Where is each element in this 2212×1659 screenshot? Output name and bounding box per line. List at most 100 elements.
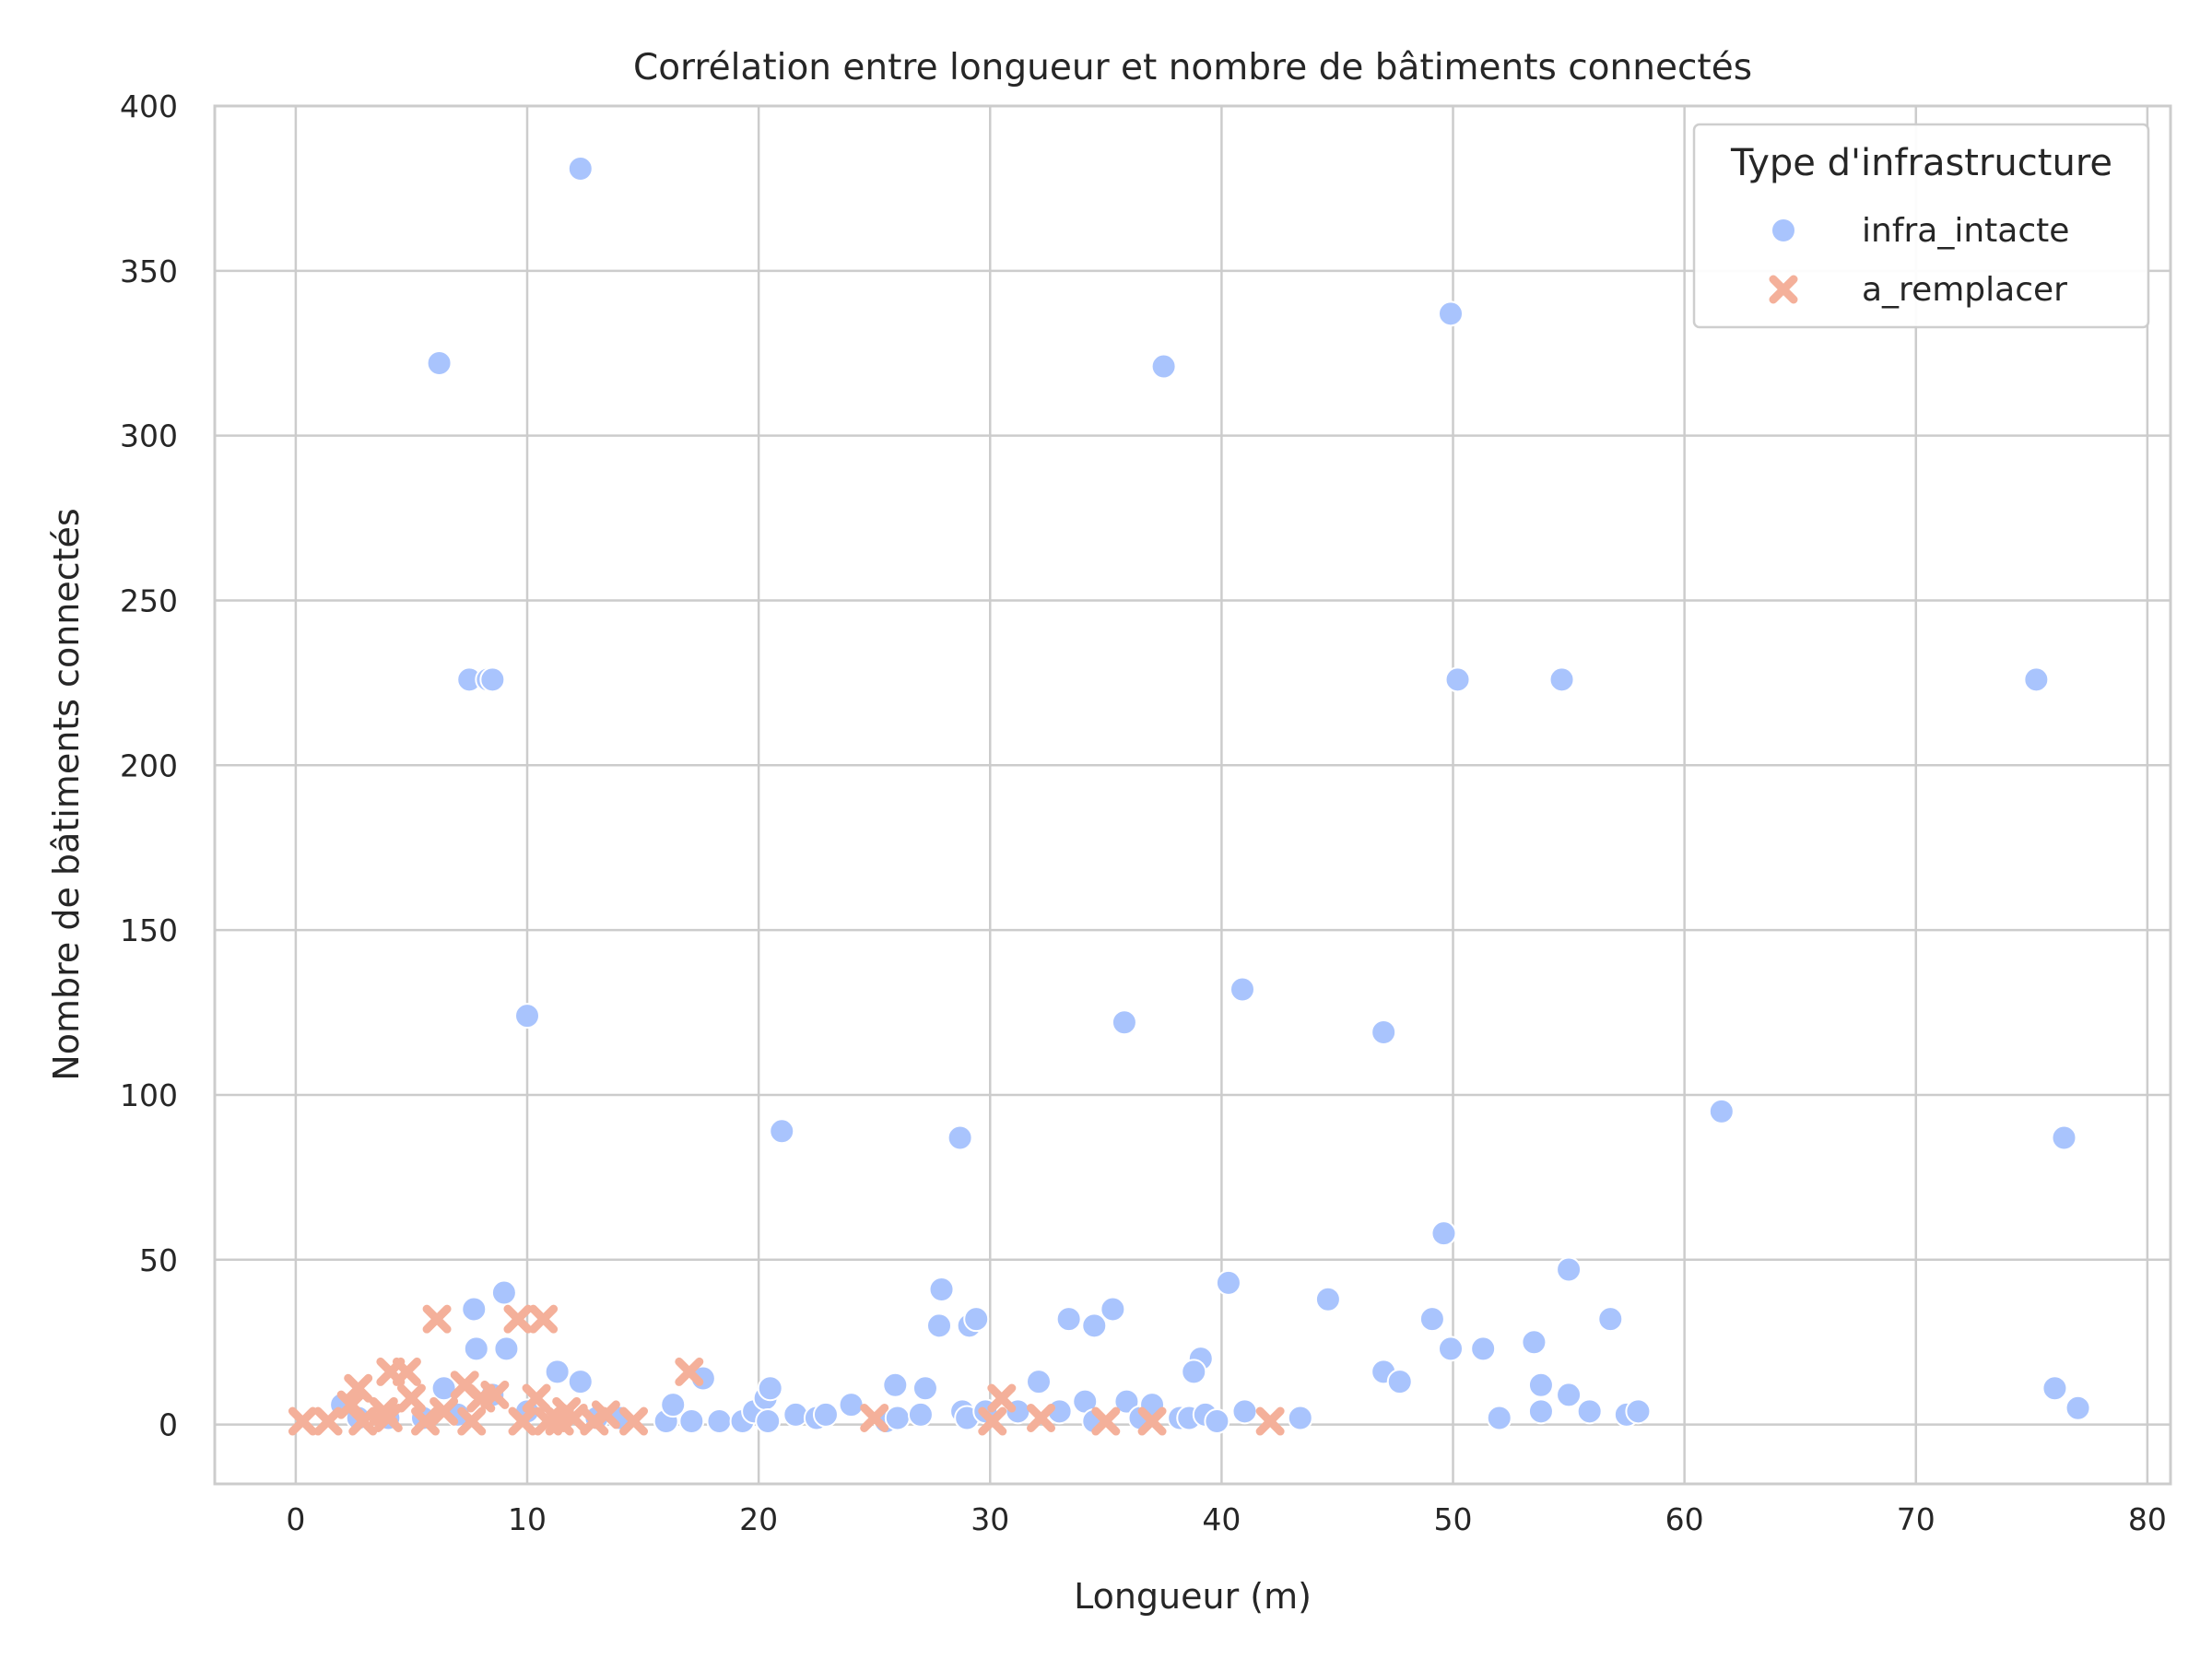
infra_intacte-point-79 [884,1405,911,1431]
infra_intacte-point-0 [567,155,594,182]
a_remplacer-point-35 [1255,1406,1285,1436]
infra_intacte-point-49 [2041,1375,2068,1402]
infra_intacte-point-18 [1430,1220,1457,1247]
infra_intacte-point-15 [947,1124,973,1151]
infra_intacte-point-78 [882,1371,909,1398]
infra_intacte-point-20 [1215,1269,1241,1296]
infra_intacte-point-19 [1556,1256,1583,1283]
infra_intacte-point-96 [1204,1408,1230,1435]
a_remplacer-point-12 [429,1396,459,1426]
a_remplacer-point-9 [396,1383,426,1413]
infra_intacte-point-13 [1371,1019,1397,1046]
infra_intacte-point-52 [567,1369,594,1395]
y-tick-label-300: 300 [120,418,178,454]
x-tick-label-40: 40 [1202,1501,1241,1537]
infra_intacte-point-44 [1527,1398,1554,1425]
y-axis-label: Nombre de bâtiments connectés [46,508,87,1080]
infra_intacte-point-75 [812,1401,839,1428]
infra_intacte-point-64 [660,1392,687,1418]
a_remplacer-point-26 [591,1400,620,1430]
infra_intacte-point-43 [1556,1382,1583,1408]
plot-frame [213,104,2172,1486]
infra_intacte-point-30 [1055,1306,1082,1333]
infra_intacte-point-39 [1597,1306,1624,1333]
infra_intacte-point-12 [1229,976,1255,1003]
infra_intacte-point-9 [2023,666,2050,693]
infra_intacte-point-7 [1444,666,1471,693]
infra_intacte-point-34 [1181,1359,1207,1385]
chart-title: Corrélation entre longueur et nombre de … [633,47,1752,88]
infra_intacte-point-41 [1386,1369,1413,1395]
infra_intacte-point-86 [1026,1369,1053,1395]
infra_intacte-point-6 [479,666,506,693]
x-tick-label-20: 20 [739,1501,778,1537]
infra_intacte-point-51 [544,1359,571,1385]
infra_intacte-point-17 [2051,1124,2077,1151]
legend: Type d'infrastructure infra_intacte a_re… [1692,123,2150,329]
a_remplacer-point-30 [978,1406,1007,1436]
infra_intacte-point-48 [1486,1405,1512,1431]
infra_intacte-point-67 [706,1408,733,1435]
y-tick-label-50: 50 [139,1242,178,1278]
infra_intacte-point-25 [493,1335,520,1362]
a_remplacer-point-31 [987,1383,1017,1413]
x-tick-label-10: 10 [508,1501,547,1537]
a_remplacer-point-34 [1137,1406,1167,1436]
x-tick-label-60: 60 [1665,1501,1704,1537]
infra_intacte-point-21 [1314,1286,1341,1312]
infra_intacte-point-81 [912,1375,938,1402]
infra_intacte-point-16 [1708,1098,1735,1124]
infra_intacte-point-22 [490,1279,517,1306]
infra_intacte-point-38 [1521,1329,1547,1356]
infra_intacte-point-71 [757,1375,783,1402]
infra_intacte-point-45 [1576,1398,1603,1425]
a_remplacer-point-1 [313,1406,343,1436]
infra_intacte-point-36 [1438,1335,1465,1362]
a_remplacer-point-0 [288,1406,317,1436]
a_remplacer-point-27 [619,1406,649,1436]
legend-label-a_remplacer: a_remplacer [1862,271,2067,309]
y-tick-label-350: 350 [120,253,178,289]
x-tick-label-30: 30 [971,1501,1009,1537]
infra_intacte-point-72 [755,1408,782,1435]
a_remplacer-point-16 [480,1380,510,1409]
infra_intacte-point-90 [1113,1388,1140,1415]
a_remplacer-point-28 [675,1357,704,1386]
infra_intacte-point-23 [461,1296,488,1323]
infra_intacte-point-27 [926,1312,953,1339]
data-points [288,155,2091,1436]
a_remplacer-point-14 [457,1406,487,1436]
y-tick-label-150: 150 [120,912,178,948]
infra_intacte-point-24 [463,1335,489,1362]
legend-label-infra_intacte: infra_intacte [1862,212,2069,250]
infra_intacte-point-8 [1548,666,1575,693]
infra_intacte-point-2 [1150,353,1177,380]
a_remplacer-point-20 [529,1304,559,1334]
infra_intacte-point-80 [907,1401,934,1428]
infra_intacte-point-10 [514,1003,541,1030]
infra_intacte-point-50 [2065,1394,2091,1421]
x-tick-label-50: 50 [1434,1501,1473,1537]
infra_intacte-point-37 [1470,1335,1497,1362]
infra_intacte-point-76 [838,1392,865,1418]
legend-box [1692,123,2150,329]
y-tick-label-400: 400 [120,88,178,124]
legend-marker-infra_intacte [1771,218,1796,243]
infra_intacte-point-1 [426,349,453,376]
infra_intacte-point-14 [769,1118,795,1145]
infra_intacte-point-3 [1438,300,1465,327]
infra_intacte-point-31 [1081,1312,1108,1339]
a_remplacer-point-10 [411,1406,441,1436]
x-axis-label: Longueur (m) [1074,1576,1312,1617]
tick-labels: 0 10 20 30 40 50 60 70 80 0 50 100 150 200 250 300 350 40… [120,88,2167,1537]
a_remplacer-point-4 [336,1390,366,1419]
infra_intacte-point-42 [1527,1371,1554,1398]
infra_intacte-point-26 [928,1276,955,1302]
a_remplacer-point-19 [522,1383,551,1413]
infra_intacte-point-32 [1100,1296,1126,1323]
infra_intacte-point-35 [1418,1306,1445,1333]
infra_intacte-point-98 [1287,1405,1313,1431]
x-tick-label-80: 80 [2128,1501,2167,1537]
a_remplacer-point-18 [508,1406,537,1436]
